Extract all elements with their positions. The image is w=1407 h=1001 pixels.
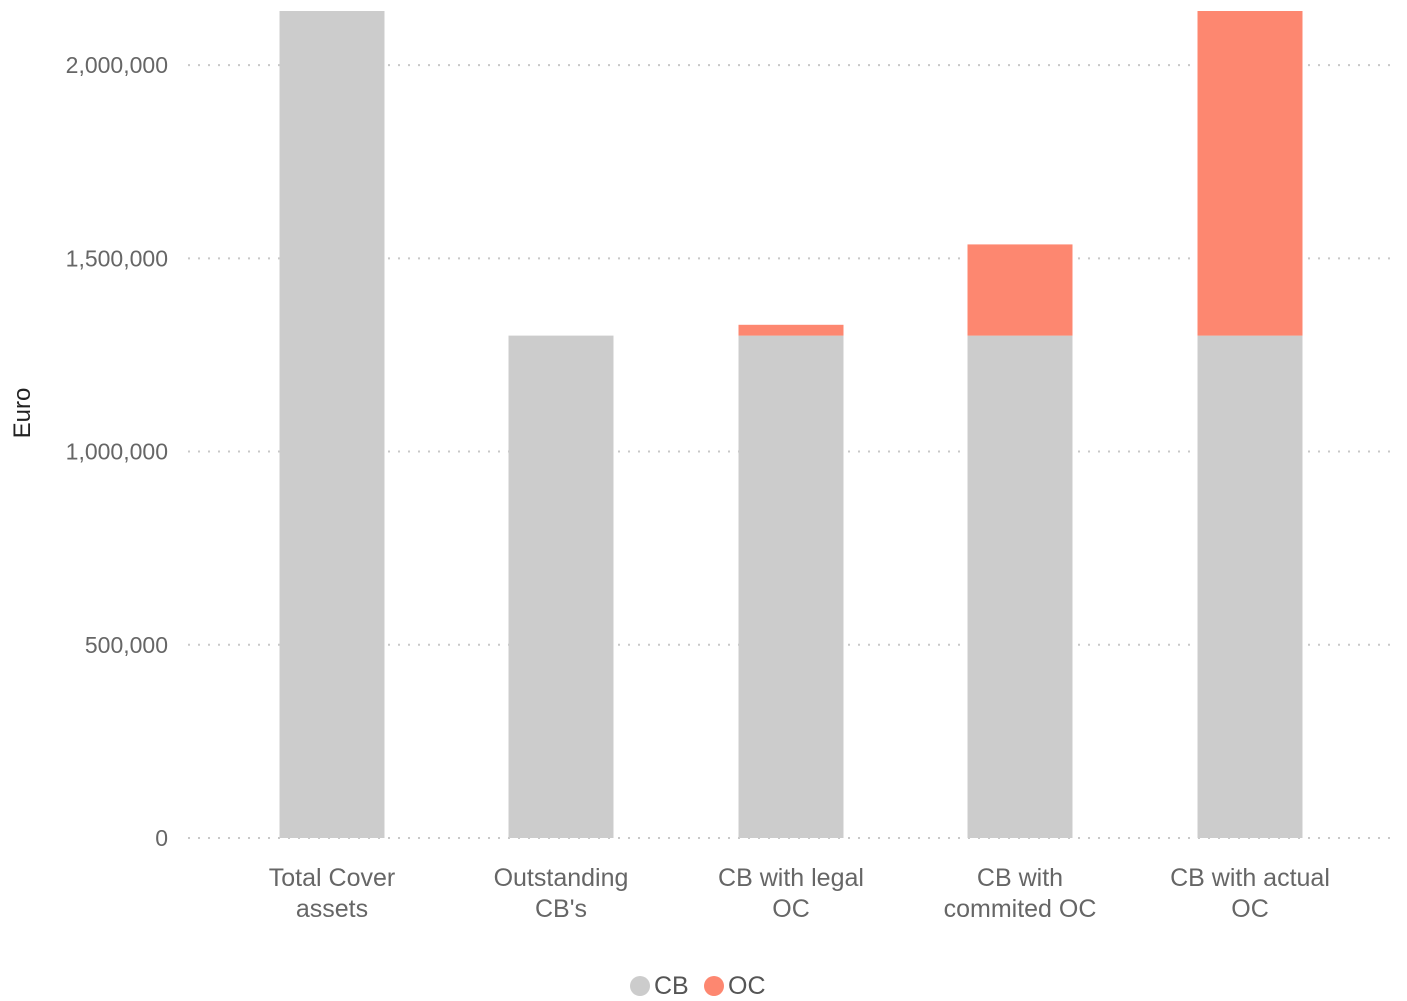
bar-cb — [1197, 335, 1303, 838]
y-axis-ticks: 0 500,000 1,000,000 1,500,000 2,000,000 — [66, 52, 168, 851]
x-category-label: commited OC — [944, 895, 1097, 923]
bar-cb — [508, 335, 614, 838]
bar-cb — [967, 335, 1073, 838]
x-category-label: CB with actual — [1170, 864, 1330, 892]
x-category-label: CB with — [977, 864, 1063, 892]
y-tick-label: 500,000 — [85, 632, 168, 658]
bar-cb — [738, 335, 844, 838]
y-axis-title: Euro — [9, 388, 36, 439]
x-category-label: OC — [772, 895, 810, 923]
x-category-label: Outstanding — [494, 864, 629, 892]
x-category-label: CB with legal — [718, 864, 864, 892]
legend-swatch-oc — [704, 976, 724, 996]
x-category-label: Total Cover — [269, 864, 395, 892]
y-tick-label: 1,500,000 — [66, 245, 168, 271]
legend: CB OC — [630, 972, 766, 1000]
legend-swatch-cb — [630, 976, 650, 996]
x-category-label: assets — [296, 895, 368, 923]
y-tick-label: 2,000,000 — [66, 52, 168, 78]
bars — [279, 11, 1303, 838]
y-tick-label: 0 — [155, 825, 168, 851]
bar-oc — [738, 324, 844, 336]
x-category-label: OC — [1231, 895, 1269, 923]
y-tick-label: 1,000,000 — [66, 439, 168, 465]
bar-cb — [279, 11, 385, 838]
bar-oc — [1197, 11, 1303, 336]
x-axis-categories: Total Cover assets Outstanding CB's CB with … — [269, 864, 1330, 923]
legend-label-oc: OC — [728, 972, 766, 1000]
x-category-label: CB's — [535, 895, 587, 923]
legend-label-cb: CB — [654, 972, 689, 1000]
bar-oc — [967, 244, 1073, 336]
